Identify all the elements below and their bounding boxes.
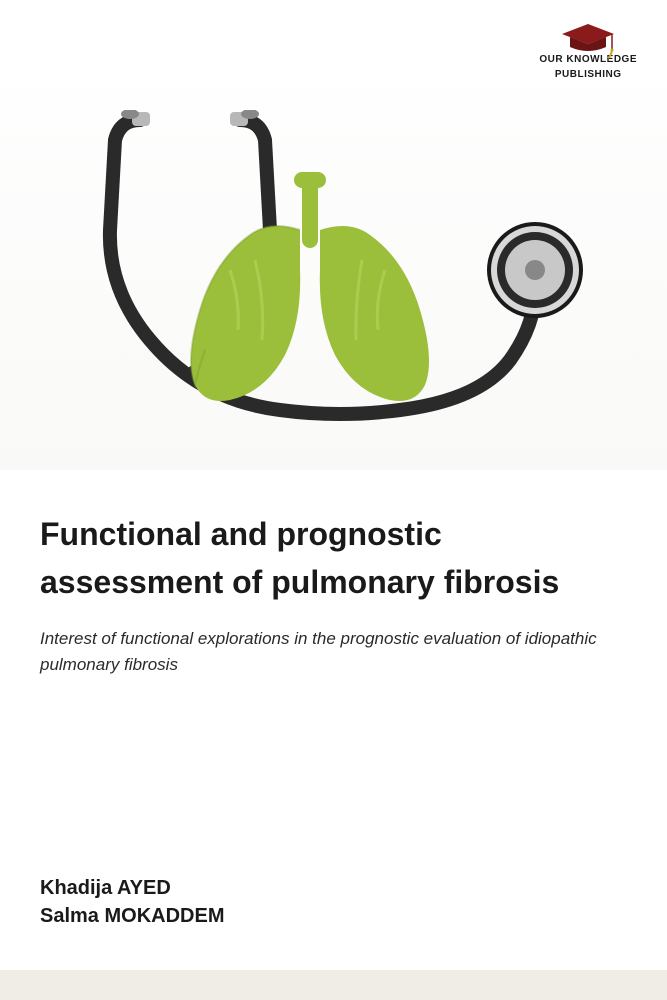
lungs-icon	[170, 170, 450, 410]
graduation-cap-icon	[558, 20, 618, 50]
book-title: Functional and prognostic assessment of …	[40, 510, 627, 606]
authors-block: Khadija AYED Salma MOKADDEM	[40, 874, 224, 930]
bottom-decorative-band	[0, 970, 667, 1000]
book-subtitle: Interest of functional explorations in t…	[40, 626, 627, 677]
title-block: Functional and prognostic assessment of …	[40, 510, 627, 677]
publisher-name-line2: PUBLISHING	[539, 69, 637, 80]
hero-illustration	[0, 90, 667, 470]
author-1: Khadija AYED	[40, 874, 224, 902]
publisher-logo: OUR KNOWLEDGE PUBLISHING	[539, 20, 637, 80]
book-cover: OUR KNOWLEDGE PUBLISHING Functional and	[0, 0, 667, 1000]
author-2: Salma MOKADDEM	[40, 902, 224, 930]
